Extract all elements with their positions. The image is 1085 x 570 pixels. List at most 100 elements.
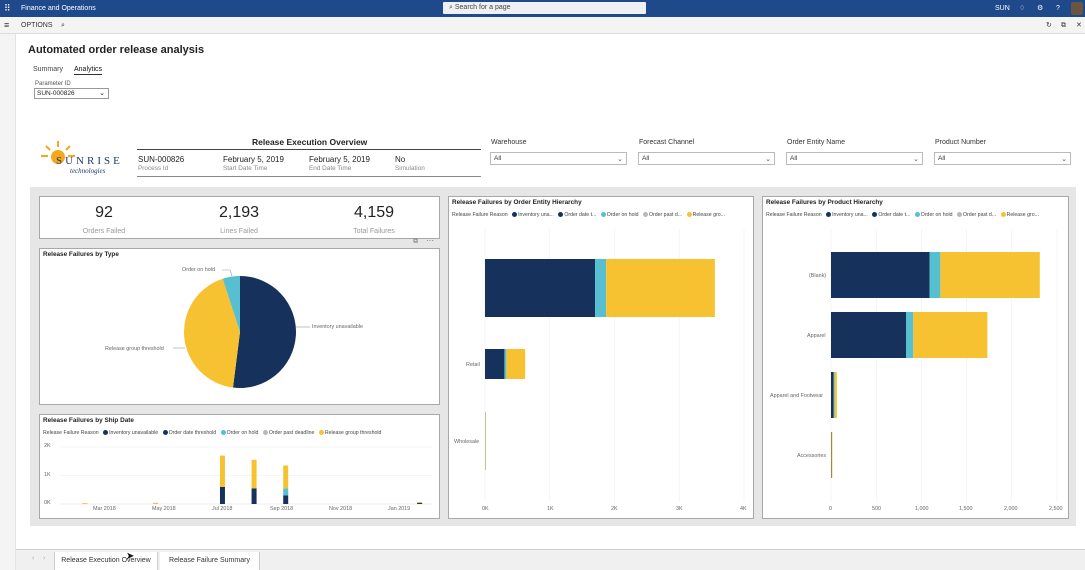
simulation-value: No bbox=[395, 155, 406, 164]
more-options-icon[interactable]: ⋯ bbox=[426, 236, 434, 245]
open-new-window-icon[interactable]: ⧉ bbox=[1061, 22, 1066, 29]
search-icon: ⌕ bbox=[449, 4, 453, 11]
pie-label-order-on-hold: Order on hold bbox=[182, 267, 215, 273]
focus-mode-icon[interactable]: ⧉ bbox=[413, 238, 418, 245]
lines-failed-label: Lines Failed bbox=[220, 228, 258, 235]
y-tick: 0K bbox=[44, 500, 51, 506]
product-number-slicer-label: Product Number bbox=[935, 139, 986, 146]
previous-page-icon[interactable]: ‹ bbox=[32, 555, 35, 562]
parameter-id-label: Parameter ID bbox=[35, 81, 71, 87]
legend-item: Order on hold bbox=[606, 212, 639, 218]
column-segment bbox=[283, 495, 289, 504]
app-launcher-icon[interactable]: ⠿ bbox=[4, 3, 11, 13]
top-navigation-bar: ⠿ Finance and Operations ⌕ Search for a … bbox=[0, 0, 1085, 17]
hamburger-menu-icon[interactable]: ≡ bbox=[4, 20, 10, 30]
search-icon[interactable]: ⌕ bbox=[61, 22, 65, 29]
x-tick: Jan 2019 bbox=[388, 506, 411, 512]
chevron-down-icon: ⌄ bbox=[1061, 156, 1067, 163]
legend: Release Failure Reason Inventory una... … bbox=[452, 212, 725, 218]
lines-failed-value: 2,193 bbox=[218, 204, 260, 221]
order-entity-slicer[interactable]: All ⌄ bbox=[786, 152, 923, 165]
process-id-label: Process Id bbox=[138, 165, 169, 172]
pie-slice bbox=[222, 276, 240, 332]
options-button[interactable]: OPTIONS bbox=[21, 22, 53, 29]
legend-item: Inventory una... bbox=[832, 212, 868, 218]
column-segment bbox=[219, 455, 225, 487]
category-label-blank: (Blank) bbox=[809, 273, 827, 279]
sun-logo-icon bbox=[41, 141, 75, 164]
total-failures-value: 4,159 bbox=[353, 204, 395, 221]
bar-segment bbox=[485, 259, 596, 317]
column-segment bbox=[251, 488, 257, 504]
chevron-down-icon: ⌄ bbox=[765, 156, 771, 163]
bar-segment bbox=[831, 312, 907, 358]
forecast-channel-slicer-value: All bbox=[642, 155, 650, 162]
page-title: Automated order release analysis bbox=[28, 44, 205, 56]
legend-title: Release Failure Reason bbox=[766, 212, 822, 218]
legend-item: Order past d... bbox=[648, 212, 683, 218]
pie-label-inventory-unavailable: Inventory unavailable bbox=[312, 324, 363, 330]
bar-segment bbox=[831, 252, 930, 298]
help-icon[interactable]: ? bbox=[1056, 5, 1060, 12]
mouse-cursor-icon: ➤ bbox=[126, 551, 135, 562]
tab-analytics[interactable]: Analytics bbox=[74, 66, 103, 75]
next-page-icon[interactable]: › bbox=[43, 555, 46, 562]
pie-slice bbox=[232, 276, 296, 388]
process-id-value: SUN-000826 bbox=[138, 155, 185, 164]
chart-title: Release Failures by Type bbox=[43, 251, 119, 258]
legend-title: Release Failure Reason bbox=[452, 212, 508, 218]
end-date-label: End Date Time bbox=[309, 165, 352, 172]
search-input[interactable]: ⌕ Search for a page bbox=[443, 2, 646, 14]
left-strip bbox=[0, 34, 16, 570]
column-segment bbox=[251, 459, 257, 489]
x-tick: 0 bbox=[829, 506, 832, 512]
total-failures-label: Total Failures bbox=[353, 228, 395, 235]
x-tick: Jul 2018 bbox=[212, 506, 233, 512]
x-tick: 2,000 bbox=[1004, 506, 1018, 512]
orders-failed-value: 92 bbox=[95, 204, 113, 221]
x-tick: 500 bbox=[872, 506, 881, 512]
overview-title: Release Execution Overview bbox=[252, 137, 368, 147]
bar-segment bbox=[834, 372, 837, 418]
legend: Release Failure Reason Inventory unavail… bbox=[43, 430, 381, 436]
tab-summary[interactable]: Summary bbox=[33, 66, 63, 73]
overview-divider bbox=[137, 149, 481, 150]
column-segment bbox=[283, 465, 289, 489]
order-entity-slicer-value: All bbox=[790, 155, 798, 162]
product-number-slicer[interactable]: All ⌄ bbox=[934, 152, 1071, 165]
legend-item: Release gro... bbox=[1006, 212, 1039, 218]
warehouse-slicer[interactable]: All ⌄ bbox=[490, 152, 627, 165]
legend-item: Inventory una... bbox=[518, 212, 554, 218]
parameter-id-select[interactable]: SUN-000826 ⌄ bbox=[34, 88, 109, 99]
avatar[interactable] bbox=[1071, 2, 1083, 15]
tab-release-failure-summary[interactable]: Release Failure Summary bbox=[160, 552, 260, 570]
report-page-tabs bbox=[16, 549, 1085, 570]
refresh-icon[interactable]: ↻ bbox=[1046, 22, 1052, 29]
company-picker[interactable]: SUN bbox=[995, 5, 1010, 12]
tab-release-execution-overview[interactable]: Release Execution Overview bbox=[54, 552, 158, 570]
legend-item: Order past deadline bbox=[268, 430, 315, 436]
start-date-value: February 5, 2019 bbox=[223, 155, 284, 164]
forecast-channel-slicer[interactable]: All ⌄ bbox=[638, 152, 775, 165]
failures-by-ship-date-card: Release Failures by Ship Date Release Fa… bbox=[39, 414, 440, 519]
legend-item: Release group threshold bbox=[324, 430, 382, 436]
legend-item: Order date t... bbox=[878, 212, 911, 218]
x-tick: 4K bbox=[740, 506, 747, 512]
bar-segment bbox=[606, 259, 715, 317]
close-icon[interactable]: ✕ bbox=[1076, 22, 1082, 29]
notification-icon[interactable]: ♢ bbox=[1019, 5, 1026, 12]
product-number-slicer-value: All bbox=[938, 155, 946, 162]
app-title[interactable]: Finance and Operations bbox=[21, 5, 96, 12]
legend-item: Order past d... bbox=[962, 212, 997, 218]
legend-item: Order on hold bbox=[920, 212, 953, 218]
gear-icon[interactable]: ⚙ bbox=[1037, 5, 1044, 12]
column-segment bbox=[283, 488, 289, 496]
x-tick: 1,500 bbox=[959, 506, 973, 512]
action-pane: ≡ OPTIONS ⌕ ↻ ⧉ ✕ bbox=[0, 17, 1085, 34]
product-bars bbox=[830, 229, 1058, 502]
start-date-label: Start Date Time bbox=[223, 165, 268, 172]
column-segment bbox=[219, 486, 225, 504]
x-tick: 1K bbox=[547, 506, 554, 512]
category-label-retail: Retail bbox=[466, 362, 480, 368]
orders-failed-label: Orders Failed bbox=[82, 228, 126, 235]
